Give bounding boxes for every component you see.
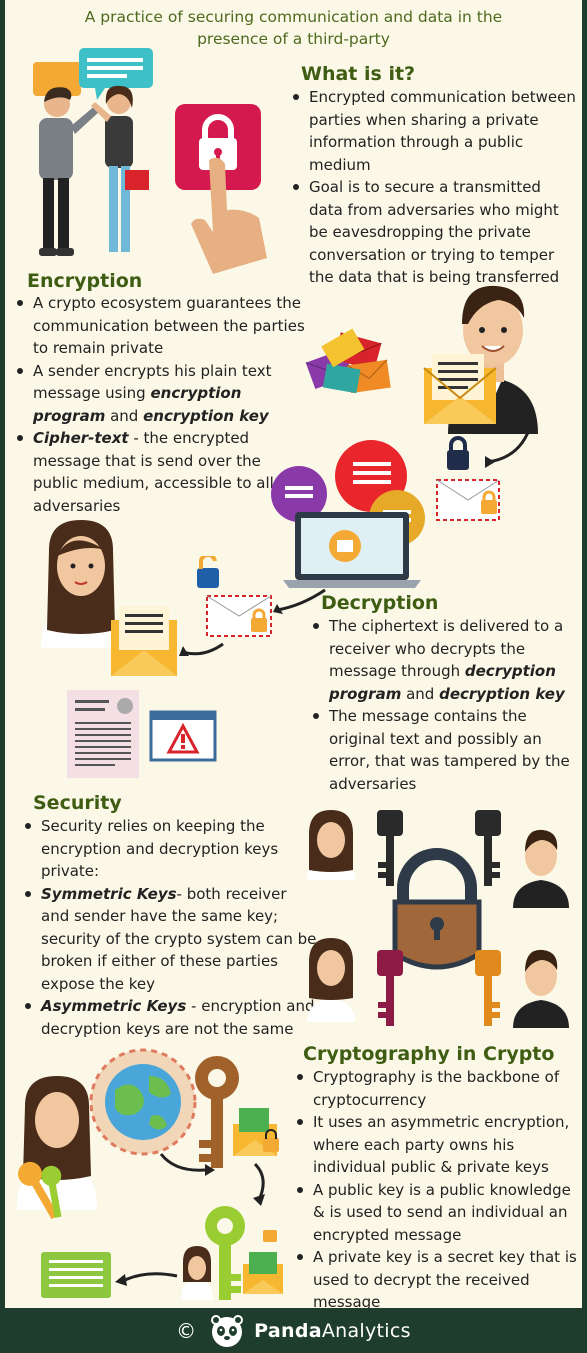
security-bullet-3: Asymmetric Keys - encryption and decrypt… — [19, 995, 319, 1040]
what-is-it-list: Encrypted communication between parties … — [287, 86, 579, 289]
lock-touch-illustration — [175, 104, 267, 274]
chatting-people-illustration — [33, 48, 153, 256]
decryption-bullet-2: The message contains the original text a… — [307, 705, 579, 795]
encryption-bullet-2: A sender encrypts his plain text message… — [11, 360, 307, 428]
globe-with-people — [89, 1048, 197, 1156]
crypto-list: Cryptography is the backbone of cryptocu… — [291, 1066, 581, 1308]
security-heading: Security — [33, 792, 122, 814]
man-avatar-top — [513, 829, 569, 908]
subtitle-line-1: A practice of securing communication and… — [84, 8, 503, 26]
what-is-it-bullet-1: Encrypted communication between parties … — [287, 86, 579, 176]
woman-avatar-top — [307, 810, 355, 880]
lime-key — [205, 1206, 245, 1300]
orange-key — [475, 950, 501, 1026]
subtitle-line-2: presence of a third-party — [197, 30, 390, 48]
subtitle: A practice of securing communication and… — [5, 6, 582, 50]
locked-envelope-top — [233, 1108, 279, 1156]
padlock-transfer-illustration — [436, 423, 533, 521]
security-list: Security relies on keeping the encryptio… — [19, 815, 319, 1040]
crypto-bullet-1: Cryptography is the backbone of cryptocu… — [291, 1066, 581, 1111]
encryption-list: A crypto ecosystem guarantees the commun… — [11, 292, 307, 517]
encryption-bullet-3-text: - the encrypted message that is send ove… — [33, 429, 274, 515]
receiver-woman-illustration — [41, 520, 177, 676]
encryption-bullet-2-text: A sender encrypts his plain text message… — [33, 361, 272, 403]
decryption-bullet-1: The ciphertext is delivered to a receive… — [307, 615, 579, 705]
security-bullet-3-text: - encryption and decryption keys are not… — [41, 997, 315, 1038]
document-error-illustration — [67, 690, 217, 778]
woman-avatar-bottom — [307, 938, 355, 1022]
security-bullet-1: Security relies on keeping the encryptio… — [19, 815, 319, 883]
encryption-heading: Encryption — [27, 270, 143, 292]
crypto-bullet-3: A public key is a public knowledge & is … — [291, 1179, 581, 1247]
cipher-text-term: Cipher-text — [33, 429, 129, 447]
footer: © PandaAnalytics — [0, 1308, 587, 1353]
what-is-it-bullet-2: Goal is to secure a transmitted data fro… — [287, 176, 579, 289]
brand-name-rest: Analytics — [321, 1319, 411, 1342]
crypto-bullet-2: It uses an asymmetric encryption, where … — [291, 1111, 581, 1179]
decryption-heading: Decryption — [321, 592, 439, 614]
crypto-heading: Cryptography in Crypto — [303, 1043, 555, 1065]
security-bullet-2: Symmetric Keys- both receiver and sender… — [19, 883, 319, 996]
decrypted-message — [41, 1252, 111, 1298]
woman-with-keys — [17, 1076, 97, 1220]
brand-name-bold: Panda — [254, 1319, 322, 1342]
symmetric-keys-term: Symmetric Keys — [41, 884, 177, 903]
decryption-bullet-1-text: The ciphertext is delivered to a receive… — [329, 617, 564, 680]
padlock-center — [392, 848, 482, 970]
crypto-bullet-4: A private key is a secret key that is us… — [291, 1246, 581, 1308]
decryption-bullet-1-and: and — [401, 684, 440, 703]
copyright-symbol: © — [176, 1318, 197, 1343]
decryption-program-term: decryption program — [329, 662, 556, 703]
encryption-bullet-2-and: and — [105, 406, 144, 425]
man-avatar-bottom — [513, 949, 569, 1028]
security-bullet-2-text: - both receiver and sender have the same… — [41, 884, 317, 993]
crypto-network-illustration — [17, 1048, 283, 1300]
infographic-page: A practice of securing communication and… — [5, 0, 582, 1308]
laptop-chat-illustration — [271, 440, 425, 588]
decryption-key-term: decryption key — [439, 684, 565, 703]
envelopes-pile-illustration — [305, 328, 391, 394]
encryption-program-term: encryption program — [33, 384, 242, 425]
black-key-left — [377, 810, 403, 886]
encryption-key-term: encryption key — [143, 406, 269, 425]
unlocked-envelope-bottom — [243, 1230, 283, 1294]
encryption-bullet-3: Cipher-text - the encrypted message that… — [11, 427, 307, 517]
keys-padlock-illustration — [307, 810, 569, 1028]
small-man — [181, 1246, 213, 1300]
decryption-list: The ciphertext is delivered to a receive… — [307, 615, 579, 795]
brown-key — [195, 1056, 239, 1168]
what-is-it-heading: What is it? — [301, 63, 416, 85]
black-key-right — [475, 810, 501, 886]
asymmetric-keys-term: Asymmetric Keys — [41, 997, 187, 1015]
brand-name: PandaAnalytics — [254, 1320, 411, 1342]
red-key — [377, 950, 403, 1026]
sender-man-illustration — [423, 285, 538, 434]
encryption-bullet-1: A crypto ecosystem guarantees the commun… — [11, 292, 307, 360]
panda-logo-icon — [211, 1314, 244, 1347]
unlocked-envelope-illustration — [179, 556, 326, 656]
